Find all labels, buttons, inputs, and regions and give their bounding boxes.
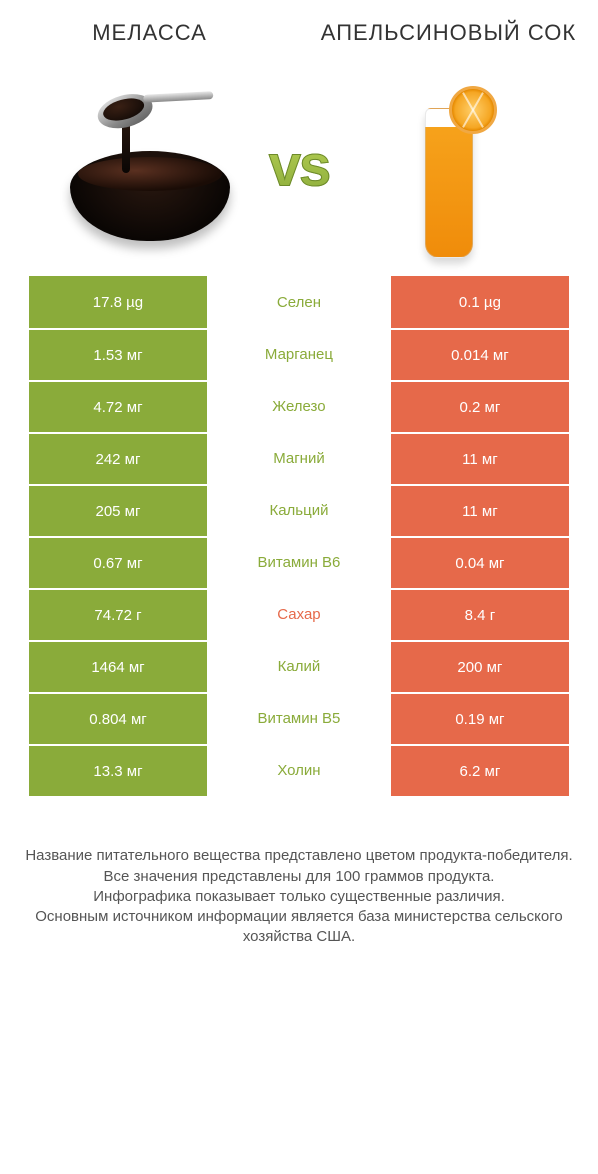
right-value: 0.1 µg <box>389 276 569 328</box>
nutrient-label: Магний <box>209 432 389 484</box>
nutrient-label: Сахар <box>209 588 389 640</box>
table-row: 17.8 µgСелен0.1 µg <box>29 276 569 328</box>
left-value: 4.72 мг <box>29 380 209 432</box>
right-product-image <box>299 56 598 276</box>
left-value: 0.67 мг <box>29 536 209 588</box>
right-product-title: АПЕЛЬСИНОВЫЙ СОК <box>299 20 598 46</box>
footer-line: Все значения представлены для 100 граммо… <box>19 867 579 887</box>
right-value: 0.2 мг <box>389 380 569 432</box>
nutrient-label: Калий <box>209 640 389 692</box>
table-row: 242 мгМагний11 мг <box>29 432 569 484</box>
table-row: 74.72 гСахар8.4 г <box>29 588 569 640</box>
table-row: 4.72 мгЖелезо0.2 мг <box>29 380 569 432</box>
left-value: 1464 мг <box>29 640 209 692</box>
nutrient-label: Селен <box>209 276 389 328</box>
left-value: 1.53 мг <box>29 328 209 380</box>
footer-line: Название питательного вещества представл… <box>19 846 579 866</box>
left-value: 205 мг <box>29 484 209 536</box>
right-value: 200 мг <box>389 640 569 692</box>
table-row: 1.53 мгМарганец0.014 мг <box>29 328 569 380</box>
orange-juice-illustration <box>389 66 509 266</box>
right-value: 0.04 мг <box>389 536 569 588</box>
table-row: 0.804 мгВитамин B50.19 мг <box>29 692 569 744</box>
left-value: 0.804 мг <box>29 692 209 744</box>
comparison-table: 17.8 µgСелен0.1 µg1.53 мгМарганец0.014 м… <box>29 276 569 796</box>
left-value: 13.3 мг <box>29 744 209 796</box>
nutrient-label: Витамин B5 <box>209 692 389 744</box>
nutrient-label: Железо <box>209 380 389 432</box>
header: МЕЛАССА АПЕЛЬСИНОВЫЙ СОК <box>0 0 598 56</box>
table-row: 205 мгКальций11 мг <box>29 484 569 536</box>
molasses-illustration <box>50 81 250 251</box>
table-row: 13.3 мгХолин6.2 мг <box>29 744 569 796</box>
left-value: 242 мг <box>29 432 209 484</box>
right-value: 6.2 мг <box>389 744 569 796</box>
right-value: 11 мг <box>389 484 569 536</box>
table-row: 0.67 мгВитамин B60.04 мг <box>29 536 569 588</box>
footer-line: Инфографика показывает только существенн… <box>19 887 579 907</box>
footer-notes: Название питательного вещества представл… <box>19 846 579 947</box>
left-product-title: МЕЛАССА <box>0 20 299 46</box>
left-value: 74.72 г <box>29 588 209 640</box>
right-value: 8.4 г <box>389 588 569 640</box>
nutrient-label: Витамин B6 <box>209 536 389 588</box>
table-row: 1464 мгКалий200 мг <box>29 640 569 692</box>
vs-label: vs <box>269 133 330 200</box>
nutrient-label: Холин <box>209 744 389 796</box>
right-value: 0.014 мг <box>389 328 569 380</box>
footer-line: Основным источником информации является … <box>19 907 579 948</box>
left-value: 17.8 µg <box>29 276 209 328</box>
left-product-image <box>0 56 299 276</box>
images-row: vs <box>0 56 598 276</box>
nutrient-label: Кальций <box>209 484 389 536</box>
right-value: 0.19 мг <box>389 692 569 744</box>
nutrient-label: Марганец <box>209 328 389 380</box>
right-value: 11 мг <box>389 432 569 484</box>
